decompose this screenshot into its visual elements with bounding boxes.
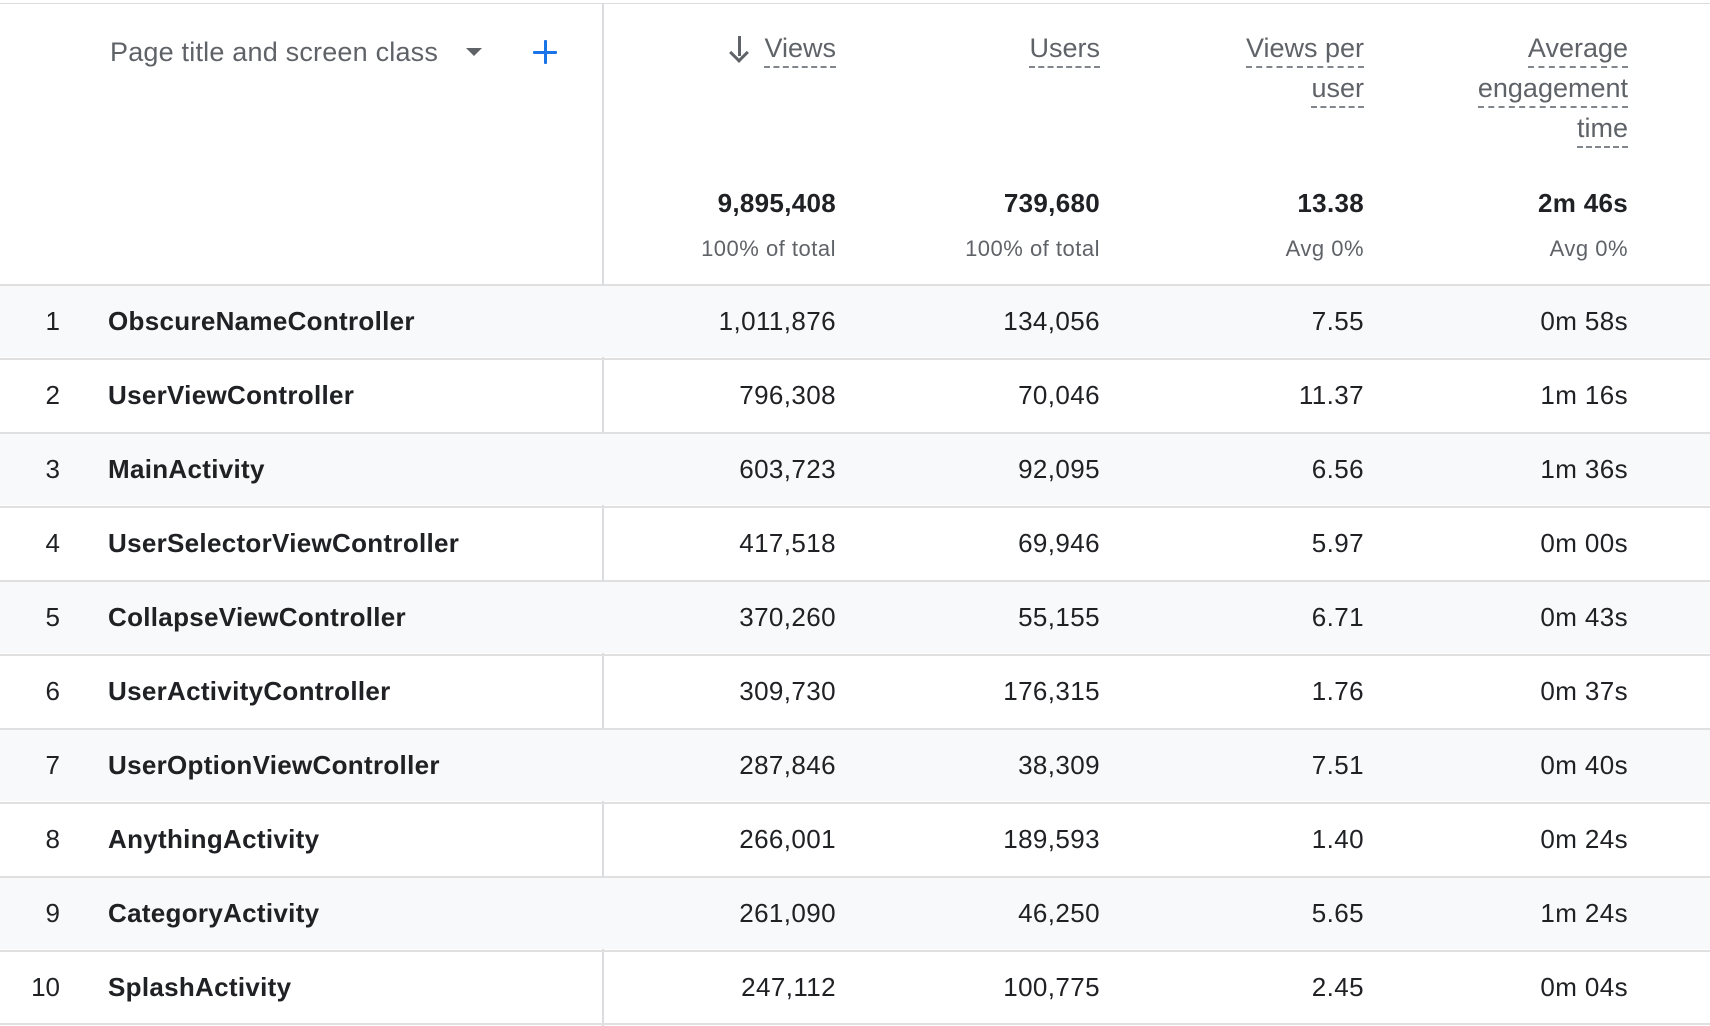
arrow-down-icon: [730, 36, 750, 62]
cell-views: 1,011,876: [718, 306, 836, 336]
total-average-engagement-time-sub: Avg 0%: [1549, 236, 1628, 261]
cell-views: 370,260: [739, 602, 836, 632]
table-row: 10 SplashActivity 247,112 100,775 2.45 0m 04s: [0, 950, 1710, 1023]
cell-views: 247,112: [741, 972, 836, 1002]
chevron-down-icon[interactable]: [466, 48, 483, 56]
row-index: 5: [45, 602, 60, 632]
cell-users: 70,046: [1018, 380, 1100, 410]
total-views-per-user: 13.38: [1297, 188, 1364, 218]
row-page-title: UserViewController: [108, 380, 355, 410]
column-header-label: user: [1311, 73, 1364, 103]
cell-views-per-user: 5.65: [1311, 898, 1364, 928]
column-header-label: Average: [1527, 33, 1628, 63]
cell-users: 189,593: [1003, 824, 1100, 854]
cell-views-per-user: 11.37: [1298, 380, 1364, 410]
table-row: 7 UserOptionViewController 287,846 38,309 7.…: [0, 728, 1710, 801]
cell-average-engagement-time: 0m 37s: [1540, 676, 1628, 706]
total-users-sub: 100% of total: [965, 236, 1100, 261]
column-header-label: engagement: [1477, 73, 1628, 103]
cell-average-engagement-time: 1m 36s: [1540, 454, 1628, 484]
table-row: 4 UserSelectorViewController 417,518 69,946…: [0, 506, 1710, 579]
cell-average-engagement-time: 0m 43s: [1540, 602, 1628, 632]
cell-views: 261,090: [739, 898, 836, 928]
cell-views-per-user: 1.76: [1311, 676, 1364, 706]
row-page-title: MainActivity: [108, 454, 265, 484]
cell-views-per-user: 1.40: [1311, 824, 1364, 854]
cell-views: 417,518: [739, 528, 836, 558]
table-row: 2 UserViewController 796,308 70,046 11.37 1m …: [0, 358, 1710, 431]
cell-views-per-user: 6.56: [1311, 454, 1364, 484]
row-page-title: CategoryActivity: [108, 898, 320, 928]
column-header-views-per-user[interactable]: Views per user: [1245, 28, 1364, 108]
row-page-title: SplashActivity: [108, 972, 292, 1002]
plus-icon[interactable]: [530, 33, 560, 71]
row-index: 3: [45, 454, 60, 484]
total-average-engagement-time: 2m 46s: [1538, 188, 1628, 218]
table-row: 3 MainActivity 603,723 92,095 6.56 1m 36s: [0, 432, 1710, 505]
cell-views-per-user: 6.71: [1311, 602, 1364, 632]
total-views-per-user-sub: Avg 0%: [1285, 236, 1364, 261]
cell-average-engagement-time: 0m 04s: [1540, 972, 1628, 1002]
cell-users: 92,095: [1018, 454, 1100, 484]
total-views-sub: 100% of total: [701, 236, 836, 261]
cell-users: 69,946: [1018, 528, 1100, 558]
row-page-title: AnythingActivity: [108, 824, 320, 854]
row-page-title: CollapseViewController: [108, 602, 406, 632]
table-row: 5 CollapseViewController 370,260 55,155 6.71…: [0, 580, 1710, 653]
cell-average-engagement-time: 0m 00s: [1540, 528, 1628, 558]
table-row: 1 ObscureNameController 1,011,876 134,056 7.…: [0, 284, 1710, 357]
row-index: 8: [45, 824, 60, 854]
cell-views: 309,730: [739, 676, 836, 706]
row-page-title: UserSelectorViewController: [108, 528, 460, 558]
row-page-title: ObscureNameController: [108, 306, 415, 336]
cell-average-engagement-time: 0m 40s: [1540, 750, 1628, 780]
column-header-label: Users: [1029, 33, 1100, 63]
cell-users: 38,309: [1018, 750, 1100, 780]
row-index: 9: [45, 898, 60, 928]
column-header-views[interactable]: Views: [730, 28, 836, 68]
top-rule: [0, 3, 1710, 4]
table-row: 9 CategoryActivity 261,090 46,250 5.65 1m 24s: [0, 876, 1710, 949]
cell-users: 46,250: [1018, 898, 1100, 928]
column-divider: [602, 3, 604, 1026]
cell-users: 55,155: [1018, 602, 1100, 632]
column-header-label: Views: [764, 33, 836, 63]
cell-views-per-user: 7.55: [1311, 306, 1364, 336]
cell-average-engagement-time: 1m 16s: [1540, 380, 1628, 410]
row-index: 4: [45, 528, 60, 558]
column-header-users[interactable]: Users: [1029, 28, 1100, 68]
table-row: 6 UserActivityController 309,730 176,315 1.7…: [0, 654, 1710, 727]
cell-views-per-user: 7.51: [1311, 750, 1364, 780]
row-index: 1: [45, 306, 60, 336]
column-header-label: Views per: [1245, 33, 1364, 63]
total-users: 739,680: [1003, 188, 1100, 218]
column-header-label: time: [1576, 113, 1628, 143]
cell-views-per-user: 5.97: [1311, 528, 1364, 558]
cell-average-engagement-time: 0m 58s: [1540, 306, 1628, 336]
cell-views-per-user: 2.45: [1311, 972, 1364, 1002]
table-row: 8 AnythingActivity 266,001 189,593 1.40 0m 24…: [0, 802, 1710, 875]
dimension-label: Page title and screen class: [110, 36, 439, 67]
bottom-rule: [0, 1023, 1710, 1025]
cell-views: 266,001: [739, 824, 836, 854]
row-index: 10: [31, 972, 60, 1002]
row-index: 6: [45, 676, 60, 706]
cell-views: 603,723: [739, 454, 836, 484]
column-header-average-engagement-time[interactable]: Average engagement time: [1477, 28, 1628, 148]
cell-views: 287,846: [739, 750, 836, 780]
row-page-title: UserActivityController: [108, 676, 391, 706]
cell-users: 176,315: [1003, 676, 1100, 706]
cell-average-engagement-time: 0m 24s: [1540, 824, 1628, 854]
row-index: 2: [45, 380, 60, 410]
total-views: 9,895,408: [717, 188, 836, 218]
cell-users: 134,056: [1003, 306, 1100, 336]
row-page-title: UserOptionViewController: [108, 750, 440, 780]
row-index: 7: [45, 750, 60, 780]
cell-views: 796,308: [739, 380, 836, 410]
cell-users: 100,775: [1003, 972, 1100, 1002]
cell-average-engagement-time: 1m 24s: [1540, 898, 1628, 928]
dimension-selector[interactable]: Page title and screen class: [110, 30, 483, 74]
